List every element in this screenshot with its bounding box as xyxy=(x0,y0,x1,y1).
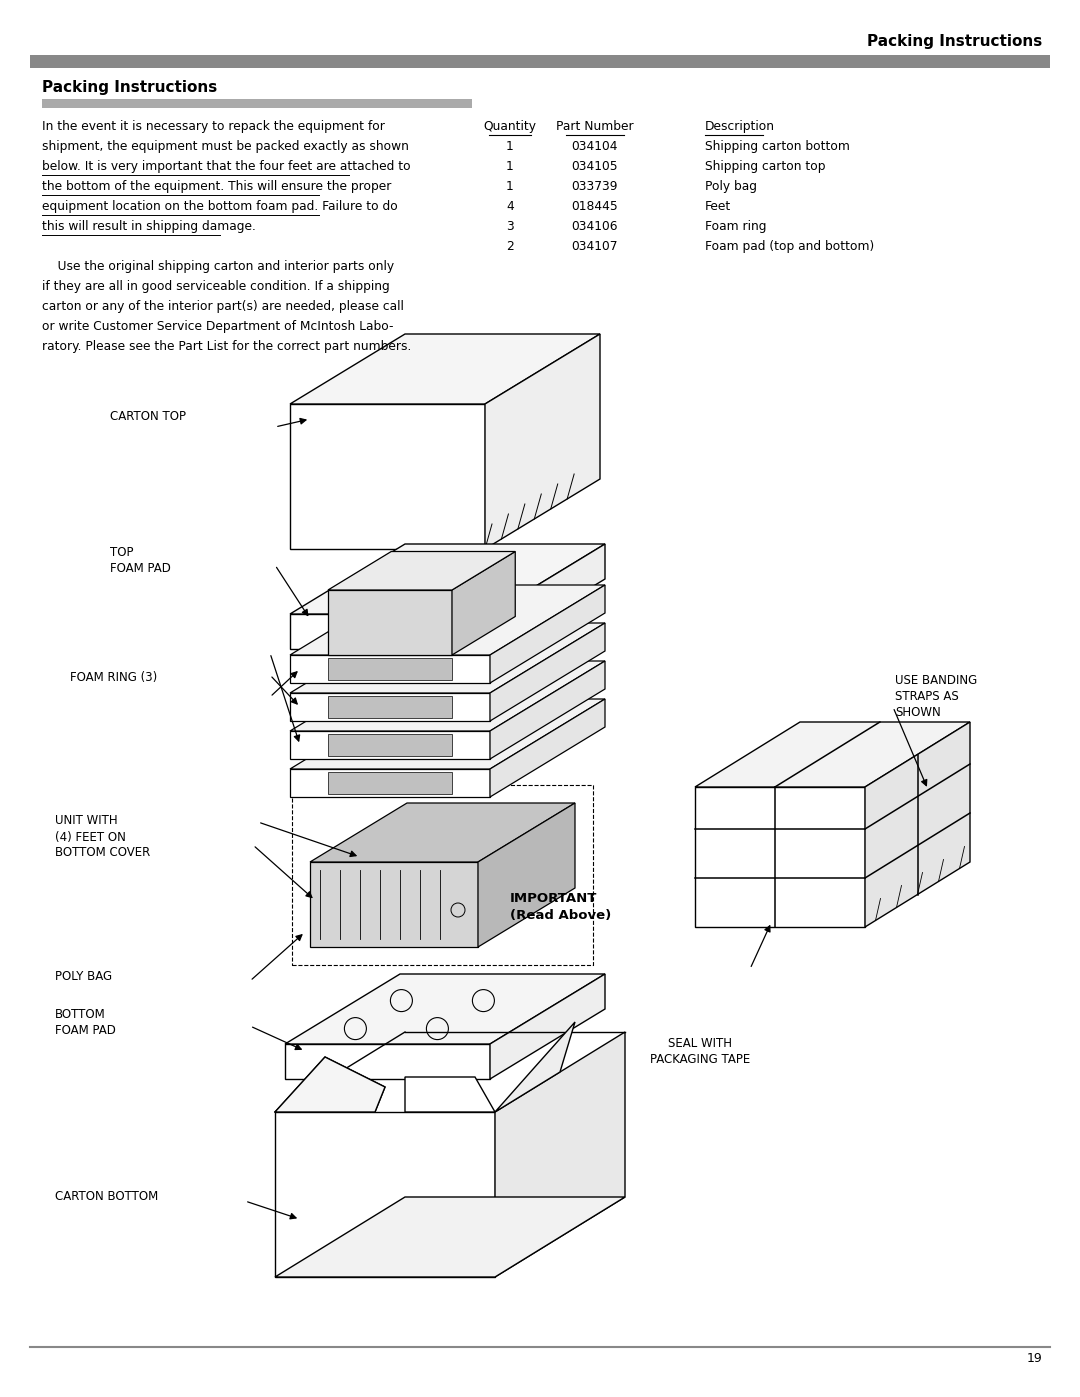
Bar xyxy=(42,99,472,108)
Polygon shape xyxy=(275,1197,625,1277)
Polygon shape xyxy=(291,698,605,768)
Text: 018445: 018445 xyxy=(571,200,619,212)
Text: ratory. Please see the Part List for the correct part numbers.: ratory. Please see the Part List for the… xyxy=(42,339,411,353)
Polygon shape xyxy=(310,803,575,862)
Polygon shape xyxy=(328,590,453,655)
Polygon shape xyxy=(696,787,865,928)
Text: Packing Instructions: Packing Instructions xyxy=(867,34,1042,49)
Polygon shape xyxy=(291,768,490,798)
Polygon shape xyxy=(291,655,490,683)
Text: carton or any of the interior part(s) are needed, please call: carton or any of the interior part(s) ar… xyxy=(42,300,404,313)
Text: SEAL WITH
PACKAGING TAPE: SEAL WITH PACKAGING TAPE xyxy=(650,1037,751,1066)
Text: Quantity: Quantity xyxy=(484,120,537,133)
Text: shipment, the equipment must be packed exactly as shown: shipment, the equipment must be packed e… xyxy=(42,140,409,154)
Text: CARTON BOTTOM: CARTON BOTTOM xyxy=(55,1190,159,1203)
Polygon shape xyxy=(328,552,515,590)
Text: UNIT WITH
(4) FEET ON
BOTTOM COVER: UNIT WITH (4) FEET ON BOTTOM COVER xyxy=(55,814,150,859)
Polygon shape xyxy=(696,722,970,787)
Polygon shape xyxy=(495,1023,575,1112)
Text: 034105: 034105 xyxy=(571,161,619,173)
Text: this will result in shipping damage.: this will result in shipping damage. xyxy=(42,219,256,233)
Polygon shape xyxy=(495,1032,625,1277)
Text: Shipping carton bottom: Shipping carton bottom xyxy=(705,140,850,154)
Text: below. It is very important that the four feet are attached to: below. It is very important that the fou… xyxy=(42,161,410,173)
Text: Description: Description xyxy=(705,120,775,133)
Text: POLY BAG: POLY BAG xyxy=(55,971,112,983)
Text: 4: 4 xyxy=(507,200,514,212)
Polygon shape xyxy=(291,623,605,693)
Text: IMPORTANT
(Read Above): IMPORTANT (Read Above) xyxy=(510,893,611,922)
Polygon shape xyxy=(275,1112,495,1277)
Text: the bottom of the equipment. This will ensure the proper: the bottom of the equipment. This will e… xyxy=(42,180,391,193)
Text: FOAM RING (3): FOAM RING (3) xyxy=(70,671,158,683)
Text: 1: 1 xyxy=(507,180,514,193)
Text: 033739: 033739 xyxy=(571,180,618,193)
Polygon shape xyxy=(405,1077,495,1112)
Polygon shape xyxy=(490,661,605,759)
Text: Foam ring: Foam ring xyxy=(705,219,767,233)
Polygon shape xyxy=(285,1044,490,1078)
Polygon shape xyxy=(291,615,490,650)
Text: Part Number: Part Number xyxy=(556,120,634,133)
Polygon shape xyxy=(291,661,605,731)
Polygon shape xyxy=(328,658,453,680)
Text: 19: 19 xyxy=(1026,1352,1042,1365)
Text: USE BANDING
STRAPS AS
SHOWN: USE BANDING STRAPS AS SHOWN xyxy=(895,675,977,719)
Text: equipment location on the bottom foam pad. Failure to do: equipment location on the bottom foam pa… xyxy=(42,200,397,212)
Text: Shipping carton top: Shipping carton top xyxy=(705,161,825,173)
Bar xyxy=(30,54,1050,68)
Text: Use the original shipping carton and interior parts only: Use the original shipping carton and int… xyxy=(42,260,394,272)
Polygon shape xyxy=(275,1058,384,1112)
Polygon shape xyxy=(291,731,490,759)
Polygon shape xyxy=(328,733,453,756)
Polygon shape xyxy=(478,803,575,947)
Text: Foam pad (top and bottom): Foam pad (top and bottom) xyxy=(705,240,874,253)
Polygon shape xyxy=(490,585,605,683)
Polygon shape xyxy=(865,722,970,928)
Text: 1: 1 xyxy=(507,161,514,173)
Polygon shape xyxy=(328,696,453,718)
Polygon shape xyxy=(291,543,605,615)
Text: CARTON TOP: CARTON TOP xyxy=(110,411,186,423)
Text: 2: 2 xyxy=(507,240,514,253)
Polygon shape xyxy=(291,585,605,655)
Polygon shape xyxy=(291,334,600,404)
Text: TOP
FOAM PAD: TOP FOAM PAD xyxy=(110,546,171,576)
Polygon shape xyxy=(328,773,453,793)
Polygon shape xyxy=(310,862,478,947)
Polygon shape xyxy=(490,698,605,798)
Polygon shape xyxy=(490,974,605,1078)
Text: Feet: Feet xyxy=(705,200,731,212)
Text: 034107: 034107 xyxy=(571,240,618,253)
Polygon shape xyxy=(453,552,515,655)
Text: 3: 3 xyxy=(507,219,514,233)
Polygon shape xyxy=(291,693,490,721)
Polygon shape xyxy=(490,543,605,650)
Text: or write Customer Service Department of McIntosh Labo-: or write Customer Service Department of … xyxy=(42,320,393,332)
Polygon shape xyxy=(291,404,485,549)
Text: Poly bag: Poly bag xyxy=(705,180,757,193)
Polygon shape xyxy=(285,974,605,1044)
Text: Packing Instructions: Packing Instructions xyxy=(42,80,217,95)
Polygon shape xyxy=(485,334,600,549)
Polygon shape xyxy=(490,623,605,721)
Text: if they are all in good serviceable condition. If a shipping: if they are all in good serviceable cond… xyxy=(42,279,390,293)
Text: 034106: 034106 xyxy=(571,219,618,233)
Text: 1: 1 xyxy=(507,140,514,154)
Text: In the event it is necessary to repack the equipment for: In the event it is necessary to repack t… xyxy=(42,120,384,133)
Text: BOTTOM
FOAM PAD: BOTTOM FOAM PAD xyxy=(55,1007,116,1037)
Text: 034104: 034104 xyxy=(571,140,618,154)
